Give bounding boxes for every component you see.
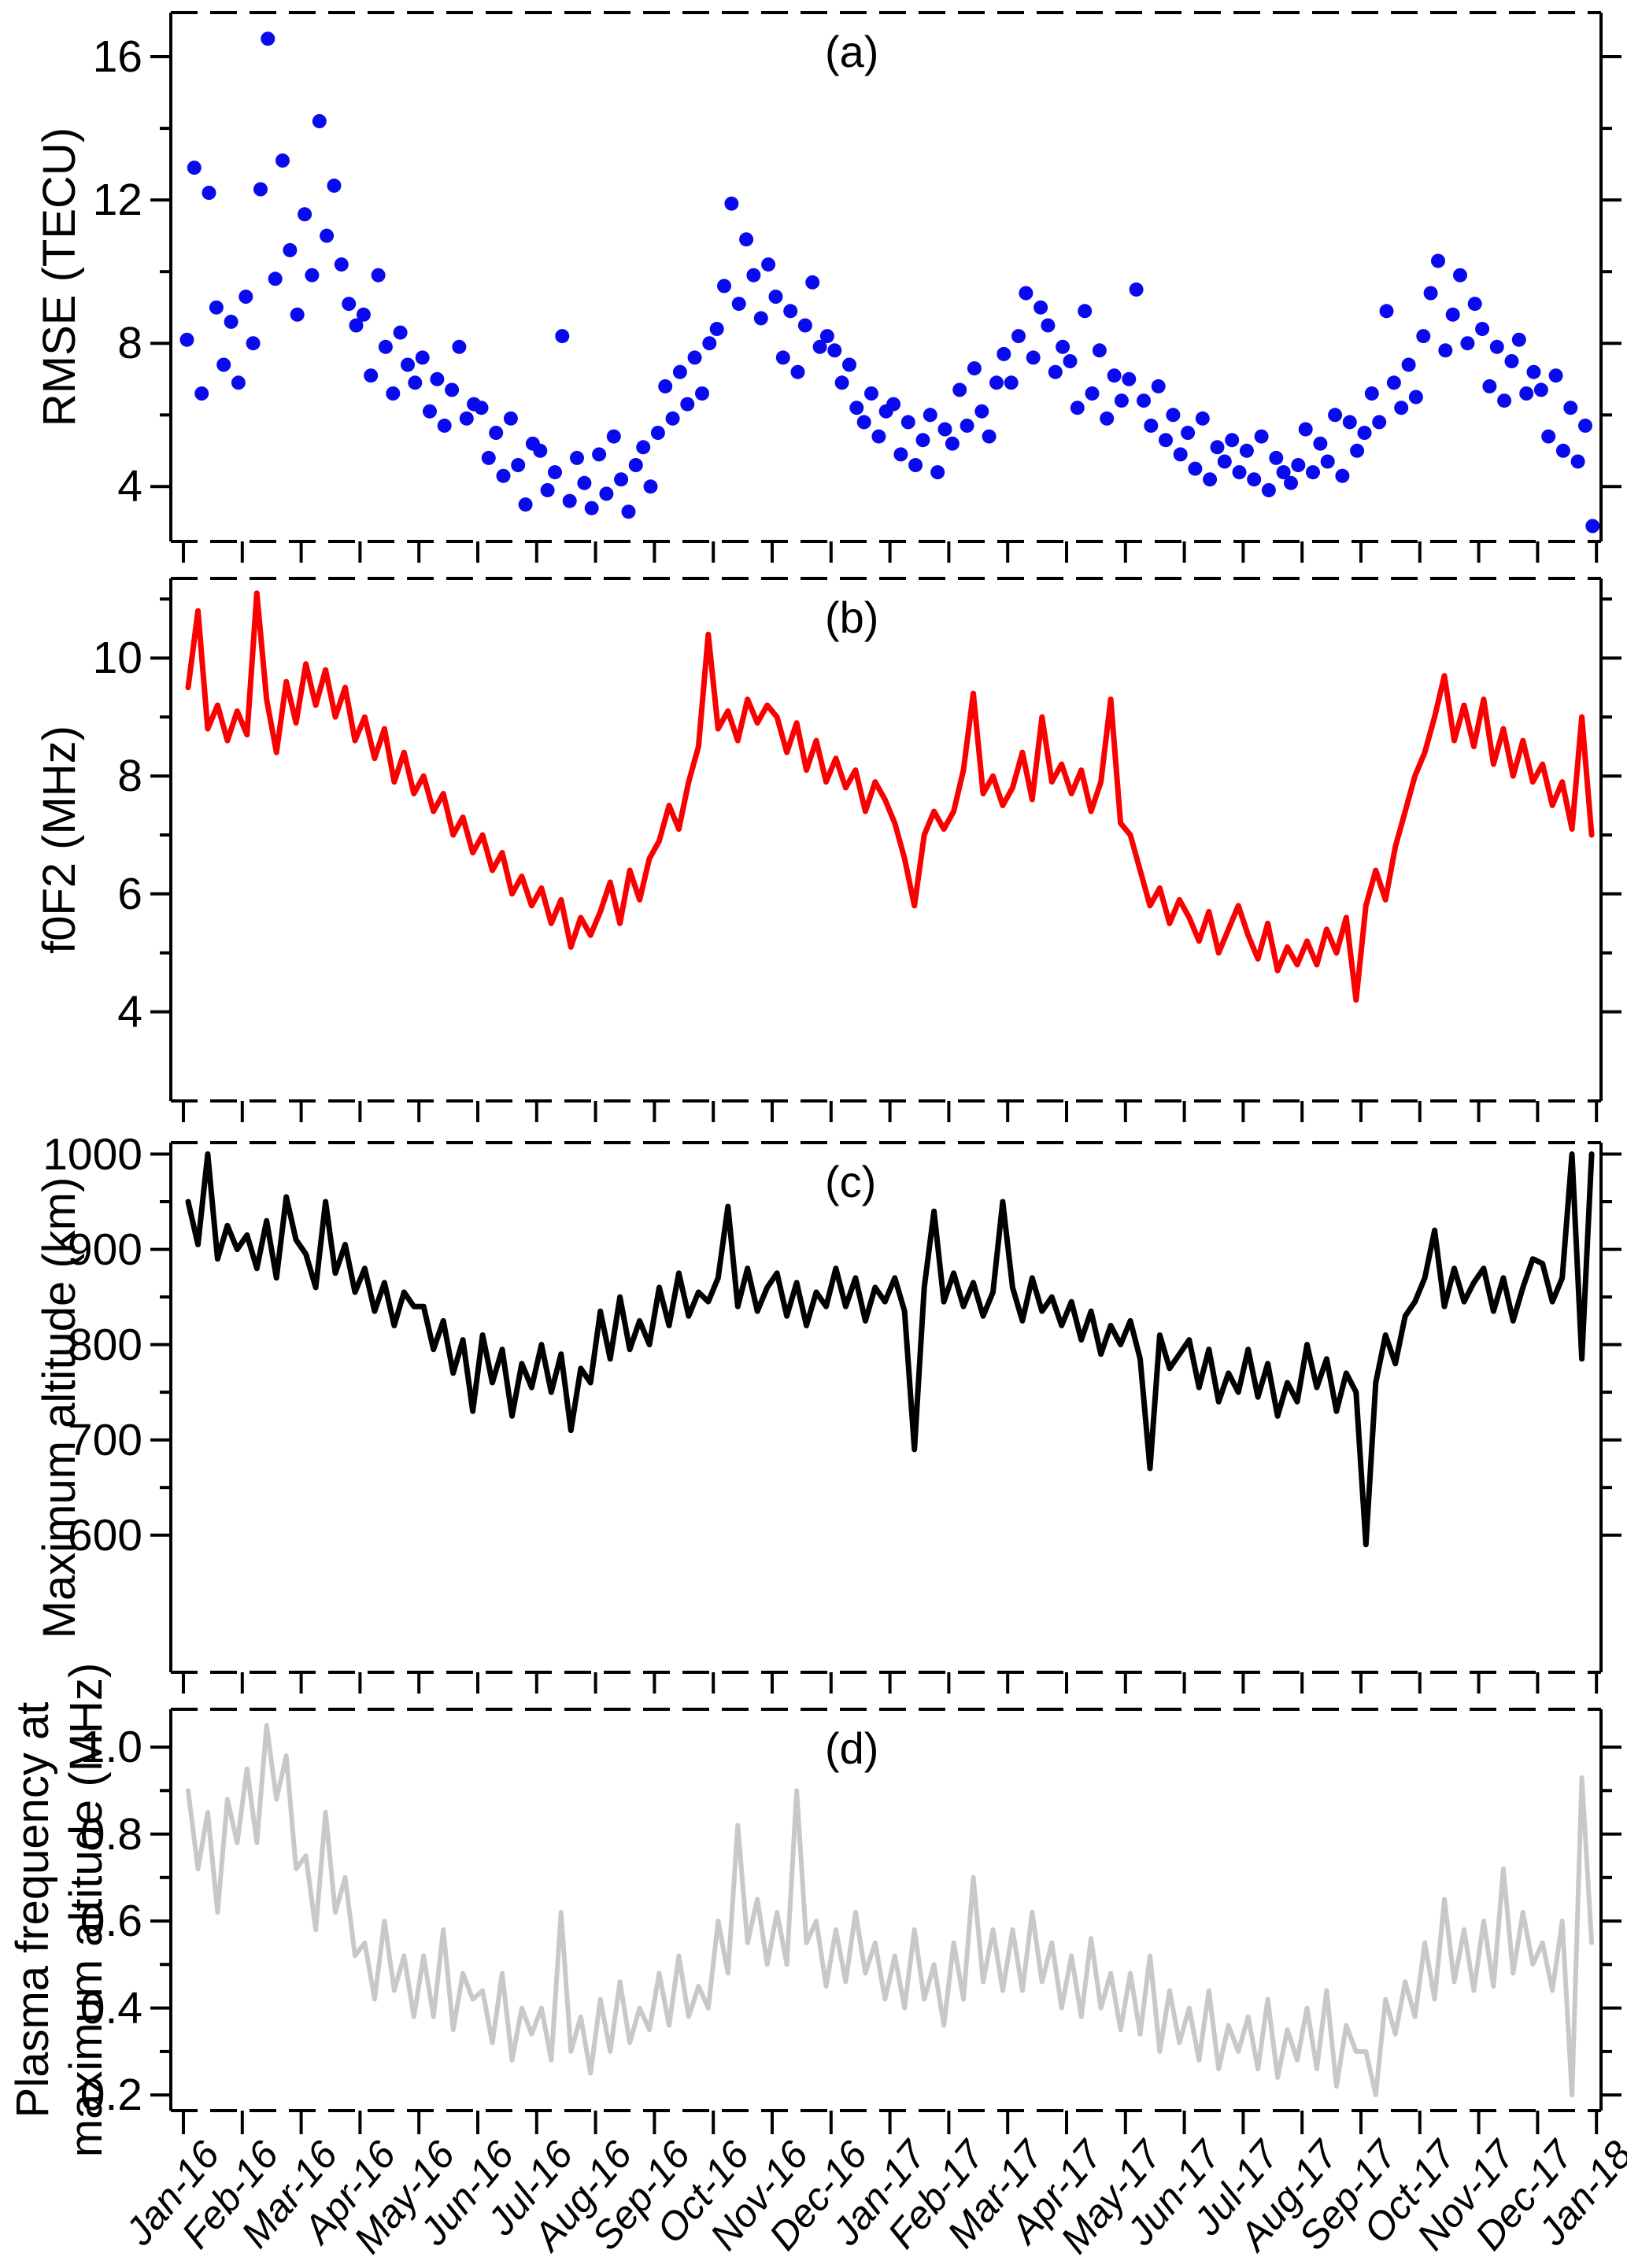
panel-d-line-series	[186, 1723, 1595, 2098]
panel-a-plot-area	[150, 11, 1621, 563]
panel-c-line-series	[185, 1151, 1595, 1548]
panel-c-plot-area	[150, 1141, 1621, 1694]
panel-b-plot-area	[150, 577, 1621, 1122]
panel-d-plot-area	[150, 1708, 1621, 2134]
panel-b-line-series	[185, 590, 1595, 1003]
panel-a-scatter-series	[179, 31, 1600, 534]
